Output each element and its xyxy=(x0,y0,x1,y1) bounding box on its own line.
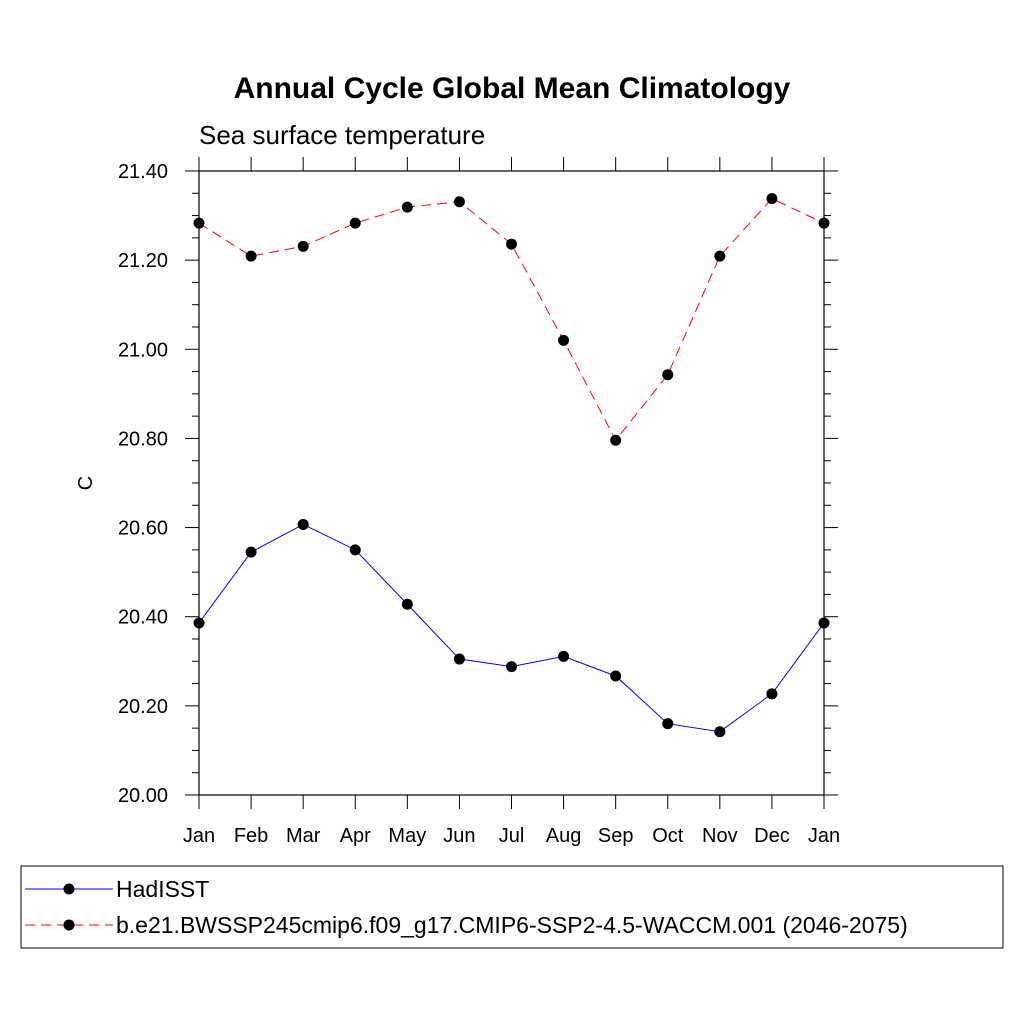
data-point xyxy=(610,670,622,682)
data-point xyxy=(453,653,465,665)
data-point xyxy=(193,217,205,229)
x-tick-label: Nov xyxy=(702,825,738,847)
data-point xyxy=(506,238,517,250)
data-point xyxy=(297,240,309,252)
data-point xyxy=(662,369,674,381)
x-tick-label: Jun xyxy=(443,825,475,847)
y-tick-label: 21.20 xyxy=(118,250,168,272)
x-tick-label: Jan xyxy=(183,825,215,847)
x-tick-label: Feb xyxy=(234,825,268,847)
x-tick-labels: Jan Feb Mar Apr May Jun Jul Aug Sep Oct Nov Dec Jan xyxy=(183,825,840,847)
x-tick-label: Jan xyxy=(808,825,840,847)
y-tick-labels: 20.00 20.20 20.40 20.60 20.80 21.00 21.20 21.40 xyxy=(118,161,168,807)
legend-label: b.e21.BWSSP245cmip6.f09_g17.CMIP6-SSP2-4… xyxy=(116,912,908,938)
legend-marker xyxy=(63,883,75,895)
y-tick-label: 20.60 xyxy=(118,518,168,540)
data-point xyxy=(558,334,570,346)
data-point xyxy=(714,726,726,738)
plot-frame xyxy=(198,170,825,796)
x-tick-label: Aug xyxy=(546,825,582,847)
series-1 xyxy=(193,518,830,738)
chart-subtitle: Sea surface temperature xyxy=(199,120,485,150)
series-layer xyxy=(193,193,830,738)
chart-title: Annual Cycle Global Mean Climatology xyxy=(234,72,791,105)
data-point xyxy=(610,434,622,446)
x-tick-label: Apr xyxy=(340,825,371,847)
y-tick-label: 21.40 xyxy=(118,161,168,183)
y-tick-label: 20.00 xyxy=(118,785,168,807)
data-point xyxy=(506,661,517,673)
data-point xyxy=(558,650,570,662)
y-tick-label: 21.00 xyxy=(118,339,168,361)
series-2 xyxy=(193,193,830,446)
x-tick-label: Dec xyxy=(754,825,790,847)
data-point xyxy=(245,546,257,558)
series-line xyxy=(198,198,825,442)
data-point xyxy=(662,718,674,730)
legend: HadISST b.e21.BWSSP245cmip6.f09_g17.CMIP6… xyxy=(20,865,1004,949)
y-tick-label: 20.40 xyxy=(118,607,168,629)
legend-label: HadISST xyxy=(116,876,209,902)
data-point xyxy=(714,250,726,262)
x-tick-label: Sep xyxy=(598,825,634,847)
data-point xyxy=(297,518,309,530)
x-tick-label: Mar xyxy=(286,825,321,847)
x-tick-label: May xyxy=(388,825,426,847)
axis-ticks xyxy=(185,157,838,809)
legend-marker xyxy=(63,919,75,931)
data-point xyxy=(401,598,413,610)
data-point xyxy=(766,193,778,205)
x-tick-label: Oct xyxy=(652,825,684,847)
plot-area xyxy=(198,170,825,796)
y-axis-label: C xyxy=(75,476,97,490)
legend-box xyxy=(20,865,1004,949)
data-point xyxy=(245,250,257,262)
data-point xyxy=(349,544,361,556)
data-point xyxy=(401,201,413,213)
y-tick-label: 20.80 xyxy=(118,428,168,450)
data-point xyxy=(818,617,830,629)
x-tick-label: Jul xyxy=(499,825,525,847)
data-point xyxy=(766,688,778,700)
series-line xyxy=(198,523,825,733)
y-tick-label: 20.20 xyxy=(118,696,168,718)
data-point xyxy=(349,217,361,229)
data-point xyxy=(453,196,465,208)
data-point xyxy=(193,617,205,629)
data-point xyxy=(818,217,830,229)
